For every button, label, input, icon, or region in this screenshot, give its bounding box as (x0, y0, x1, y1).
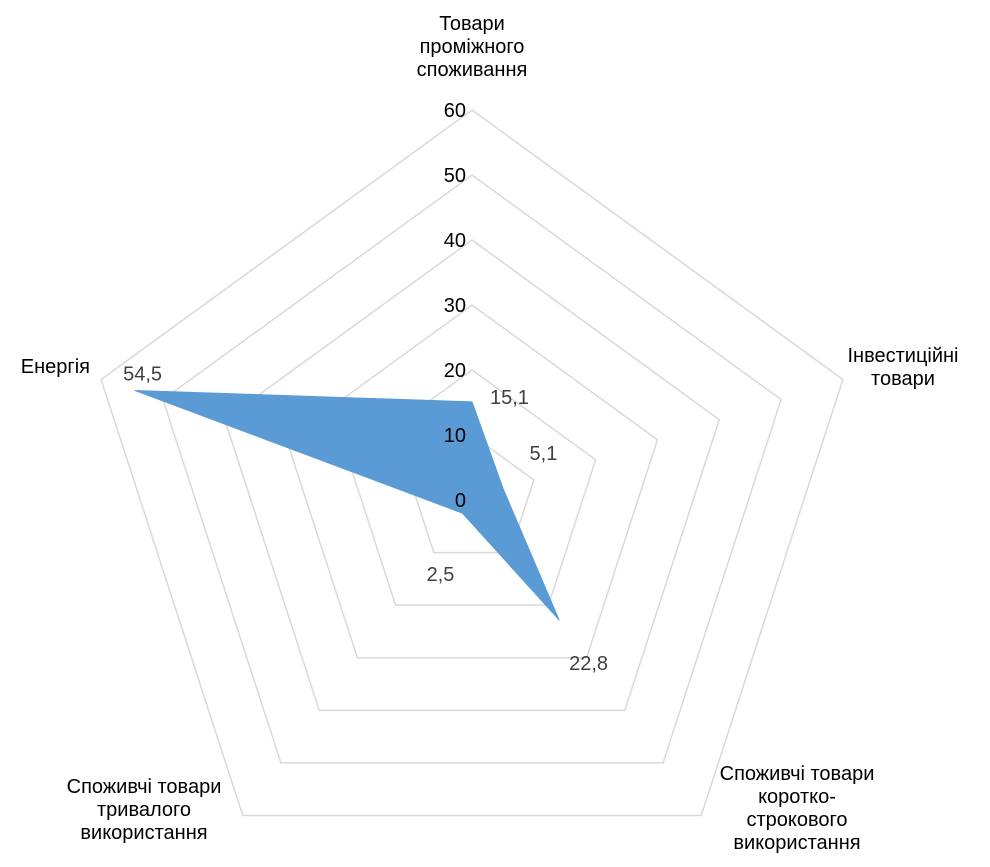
data-label: 2,5 (427, 564, 455, 586)
grid-ring-60 (100, 109, 844, 817)
data-point-3 (461, 512, 463, 514)
data-label: 15,1 (490, 387, 529, 409)
data-label: 54,5 (123, 364, 162, 386)
series-area-0 (134, 390, 560, 621)
data-point-2 (558, 619, 560, 621)
category-label: Товари проміжного споживання (417, 13, 528, 81)
category-label: Споживчі товари коротко-строкового викорис… (720, 763, 875, 854)
data-point-4 (134, 390, 136, 392)
grid-layer (100, 109, 844, 817)
data-label: 5,1 (530, 443, 558, 465)
tick-label: 0 (455, 490, 466, 512)
grid-ring-50 (162, 174, 782, 764)
data-label: 22,8 (569, 653, 608, 675)
category-label: Енергія (21, 356, 90, 378)
data-label-layer: 15,1 5,1 22,8 2,5 54,5 (123, 364, 608, 675)
tick-label: 30 (444, 295, 466, 317)
tick-label: 10 (444, 425, 466, 447)
category-label: Інвестиційні товари (847, 345, 958, 390)
tick-label: 20 (444, 360, 466, 382)
series-layer (134, 390, 560, 621)
grid-ring-40 (223, 239, 721, 712)
tick-label: 60 (444, 100, 466, 122)
category-label: Споживчі товари тривалого використання (67, 776, 222, 844)
tick-layer: 0 10 20 30 40 50 60 (444, 100, 466, 512)
category-layer: Товари проміжного споживання Інвестиційні то… (21, 13, 959, 854)
tick-label: 50 (444, 165, 466, 187)
data-point-0 (471, 401, 473, 403)
data-point-1 (503, 489, 505, 491)
tick-label: 40 (444, 230, 466, 252)
